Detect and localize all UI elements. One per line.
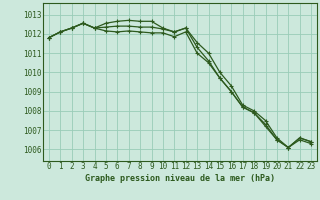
X-axis label: Graphe pression niveau de la mer (hPa): Graphe pression niveau de la mer (hPa) (85, 174, 275, 183)
